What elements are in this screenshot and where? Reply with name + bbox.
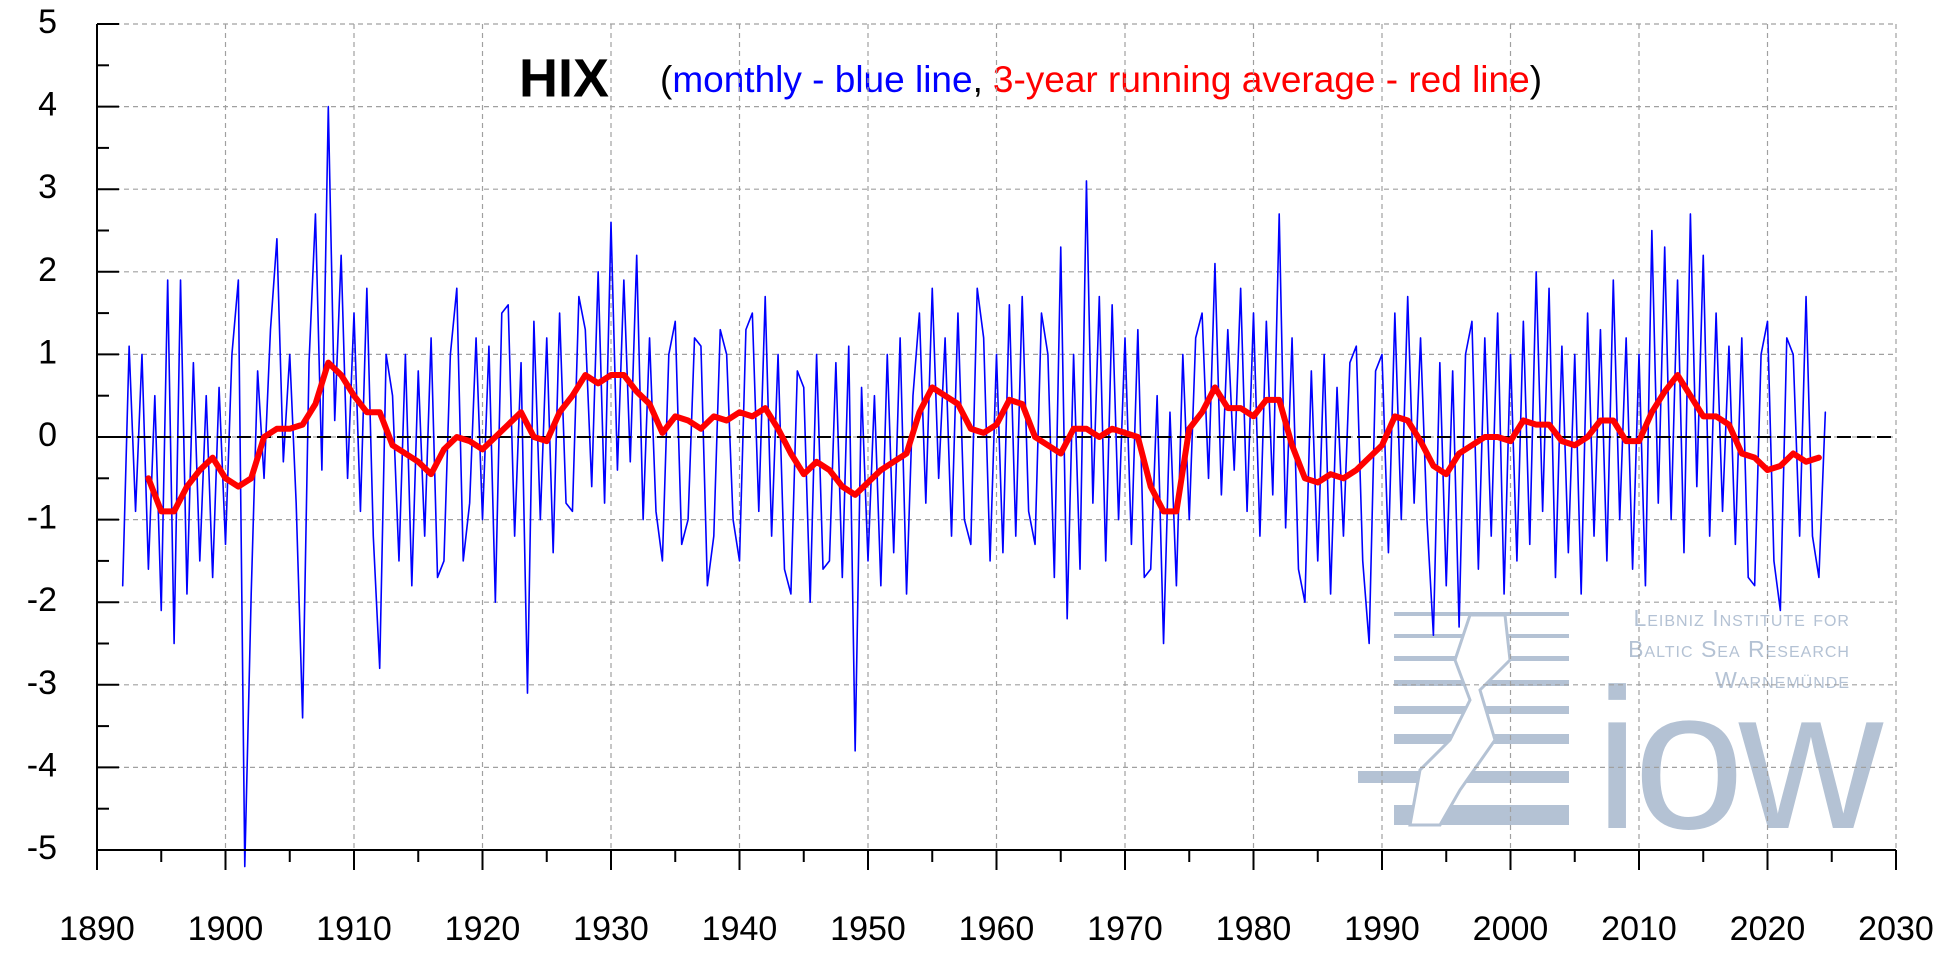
x-tick-label: 1970: [1087, 910, 1163, 948]
y-tick-label: -3: [27, 664, 57, 702]
x-tick-label: 1940: [702, 910, 778, 948]
data-line: [121, 105, 1827, 868]
y-tick-label: 1: [38, 333, 57, 371]
logo: Leibniz Institute for Baltic Sea Researc…: [1358, 605, 1890, 871]
logo-text: Leibniz Institute for: [1633, 605, 1850, 631]
subtitle-part: ): [1530, 59, 1542, 100]
y-tick-label: -2: [27, 581, 57, 619]
y-tick-label: 2: [38, 251, 57, 289]
logo-mark: iow: [1595, 648, 1884, 871]
plot-area: [97, 105, 1896, 868]
subtitle-part: (: [660, 59, 673, 100]
x-tick-label: 2020: [1730, 910, 1806, 948]
x-tick-label: 1890: [59, 910, 135, 948]
logo-text: Baltic Sea Research: [1628, 636, 1850, 662]
subtitle-part: ,: [973, 59, 983, 100]
chart-title: HIX: [519, 48, 609, 108]
axes: -5 -4 -3 -2 -1 0 1 2 3 4 5 1890 1900 1910 1920 1930 1940…: [27, 3, 1934, 948]
y-tick-label: -1: [27, 499, 57, 537]
x-tick-label: 1930: [573, 910, 649, 948]
y-tick-label: 0: [38, 416, 57, 454]
y-tick-label: -5: [27, 829, 57, 867]
x-tick-label: 1980: [1216, 910, 1292, 948]
chart-subtitle: (monthly - blue line, 3-year running aver…: [660, 59, 1542, 100]
data-line: [145, 359, 1822, 515]
x-tick-label: 1920: [445, 910, 521, 948]
x-tick-label: 1950: [830, 910, 906, 948]
y-tick-label: -4: [27, 746, 57, 784]
x-tick-label: 2030: [1858, 910, 1934, 948]
x-tick-label: 2010: [1601, 910, 1677, 948]
subtitle-part: monthly - blue line: [672, 59, 972, 100]
subtitle-part: 3-year running average - red line: [993, 59, 1530, 100]
logo-map: [1408, 613, 1512, 827]
x-tick-label: 1960: [959, 910, 1035, 948]
logo-text: Warnemünde: [1715, 667, 1850, 693]
x-tick-label: 1900: [188, 910, 264, 948]
x-tick-label: 2000: [1473, 910, 1549, 948]
y-tick-label: 5: [38, 3, 57, 41]
y-tick-label: 3: [38, 168, 57, 206]
y-tick-label: 4: [38, 86, 57, 124]
x-tick-label: 1910: [316, 910, 392, 948]
x-tick-label: 1990: [1344, 910, 1420, 948]
